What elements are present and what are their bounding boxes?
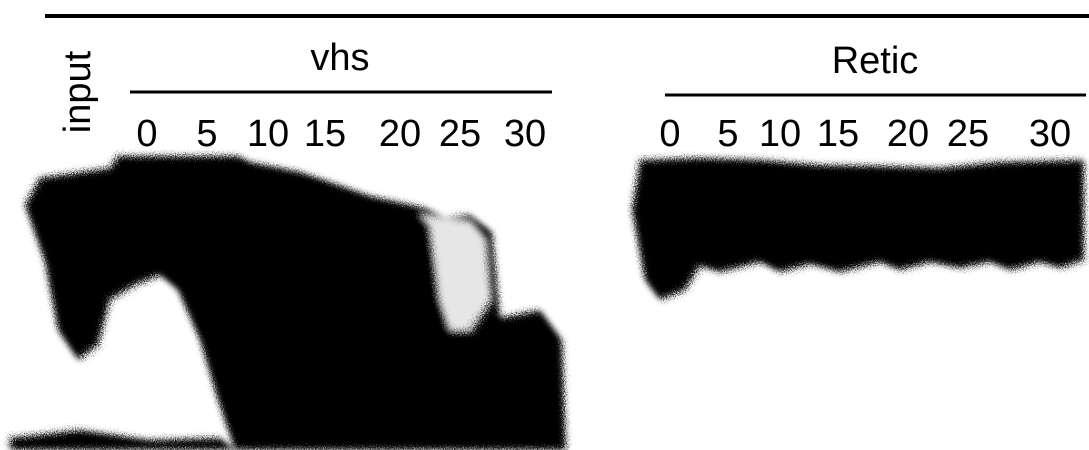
figure: input vhs051015202530Retic051015202530 — [0, 0, 1089, 450]
lane-label: 15 — [817, 113, 859, 155]
lane-label: 5 — [196, 113, 217, 155]
vhs-blot — [10, 156, 566, 450]
input-label: input — [57, 50, 99, 133]
lane-label: 30 — [504, 113, 546, 155]
lane-label: 15 — [304, 113, 346, 155]
panel-title: Retic — [832, 40, 919, 82]
lane-label: 25 — [947, 113, 989, 155]
panel-title: vhs — [310, 37, 369, 79]
lane-label: 5 — [717, 113, 738, 155]
lane-label: 20 — [379, 113, 421, 155]
lane-label: 30 — [1029, 113, 1071, 155]
lane-label: 20 — [887, 113, 929, 155]
lane-label: 10 — [247, 113, 289, 155]
lane-label: 10 — [759, 113, 801, 155]
lane-label: 0 — [136, 113, 157, 155]
lane-label: 0 — [659, 113, 680, 155]
retic-blot — [632, 158, 1084, 300]
lane-label: 25 — [439, 113, 481, 155]
